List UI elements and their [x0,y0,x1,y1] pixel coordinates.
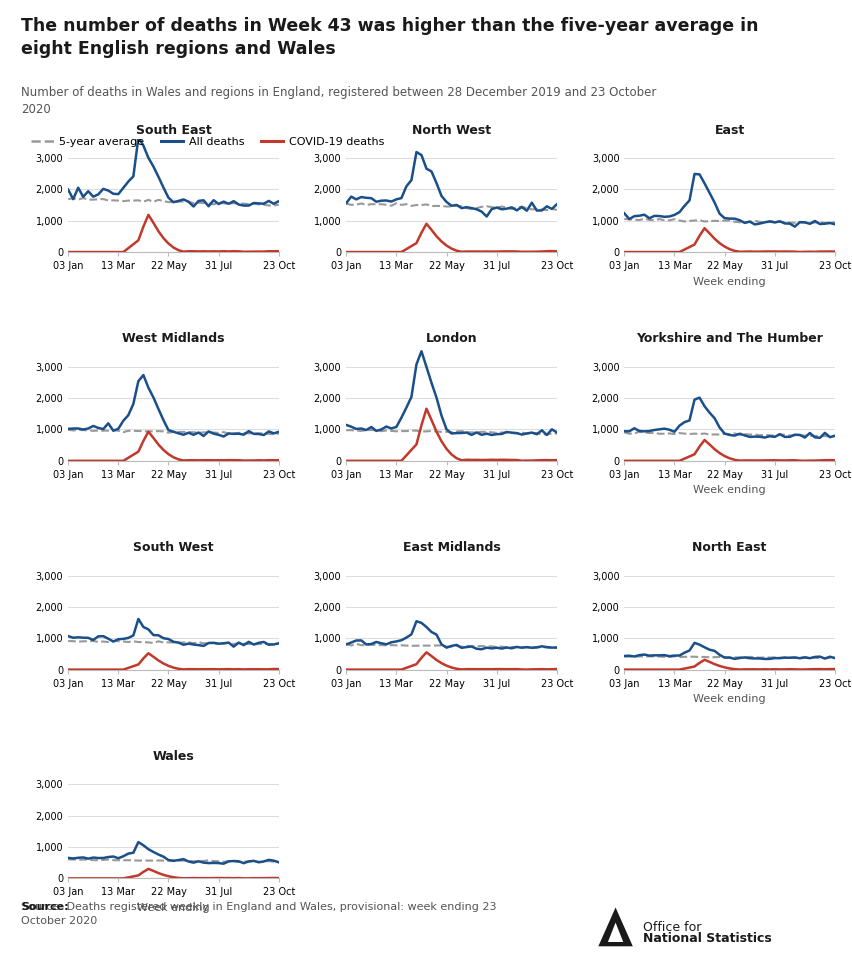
Title: London: London [426,332,477,346]
Title: North East: North East [693,541,767,554]
Text: The number of deaths in Week 43 was higher than the five-year average in
eight E: The number of deaths in Week 43 was high… [21,17,759,59]
Title: South East: South East [135,124,211,136]
Text: Source:: Source: [21,902,69,912]
Text: Office for: Office for [643,921,705,934]
X-axis label: Week ending: Week ending [137,903,210,913]
X-axis label: Week ending: Week ending [694,694,766,705]
Text: Number of deaths in Wales and regions in England, registered between 28 December: Number of deaths in Wales and regions in… [21,86,657,116]
Text: National Statistics: National Statistics [643,932,772,946]
Title: Yorkshire and The Humber: Yorkshire and The Humber [636,332,823,346]
Title: West Midlands: West Midlands [122,332,225,346]
X-axis label: Week ending: Week ending [694,486,766,495]
Title: East: East [715,124,745,136]
Polygon shape [598,907,633,947]
Title: North West: North West [412,124,491,136]
Polygon shape [608,923,624,942]
Title: East Midlands: East Midlands [403,541,500,554]
Title: Wales: Wales [153,750,194,763]
Text: Source: Deaths registered weekly in England and Wales, provisional: week ending : Source: Deaths registered weekly in Engl… [21,902,497,925]
X-axis label: Week ending: Week ending [694,276,766,287]
Title: South West: South West [133,541,214,554]
Legend: 5-year average, All deaths, COVID-19 deaths: 5-year average, All deaths, COVID-19 dea… [27,132,389,151]
